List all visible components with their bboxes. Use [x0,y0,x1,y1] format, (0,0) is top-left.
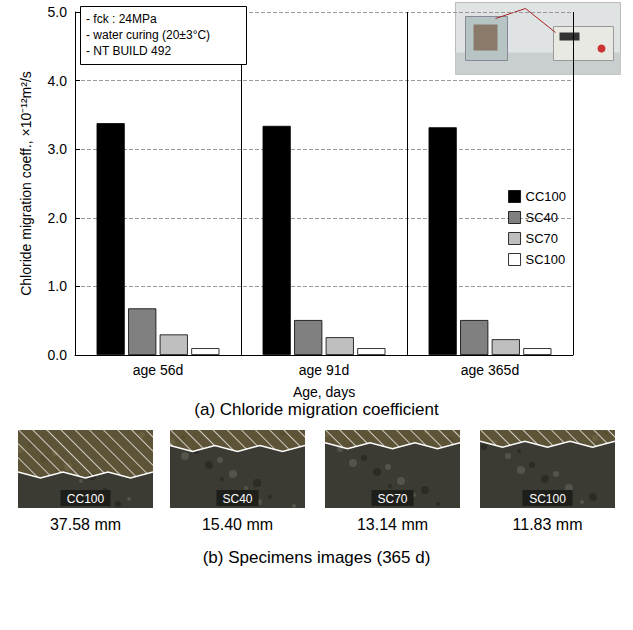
html-text:15.40 mm: 15.40 mm [201,516,274,533]
svg-text:- NT BUILD 492: - NT BUILD 492 [86,44,171,58]
svg-text:SC40: SC40 [526,210,559,225]
svg-text:CC100: CC100 [67,492,105,506]
svg-text:SC70: SC70 [377,492,407,506]
svg-text:(a) Chloride migration coeffic: (a) Chloride migration coefficient [194,400,439,419]
html-text:37.58 mm: 37.58 mm [49,516,122,533]
html-text:11.83 mm: 11.83 mm [512,516,583,533]
svg-text:age 365d: age 365d [461,362,519,378]
svg-text:SC100: SC100 [529,492,566,506]
svg-text:- fck : 24MPa: - fck : 24MPa [86,12,157,26]
svg-text:Age, days: Age, days [293,384,355,400]
svg-text:age 56d: age 56d [133,362,184,378]
svg-text:CC100: CC100 [526,189,566,204]
svg-text:1.0: 1.0 [48,278,68,294]
svg-text:3.0: 3.0 [48,141,68,157]
html-text:13.14 mm: 13.14 mm [356,516,429,533]
svg-text:2.0: 2.0 [48,210,68,226]
svg-text:age 91d: age 91d [299,362,350,378]
svg-text:SC40: SC40 [222,492,252,506]
svg-text:SC70: SC70 [526,231,559,246]
svg-text:SC100: SC100 [526,252,566,267]
svg-text:Chloride migration coeff., ×10: Chloride migration coeff., ×10⁻¹²m²/s [18,71,34,296]
svg-text:- water curing (20±3°C): - water curing (20±3°C) [86,28,210,42]
svg-text:0.0: 0.0 [48,347,68,363]
svg-text:4.0: 4.0 [48,73,68,89]
svg-text:5.0: 5.0 [48,4,68,20]
html-text:(b) Specimens images (365 d): (b) Specimens images (365 d) [202,548,431,567]
